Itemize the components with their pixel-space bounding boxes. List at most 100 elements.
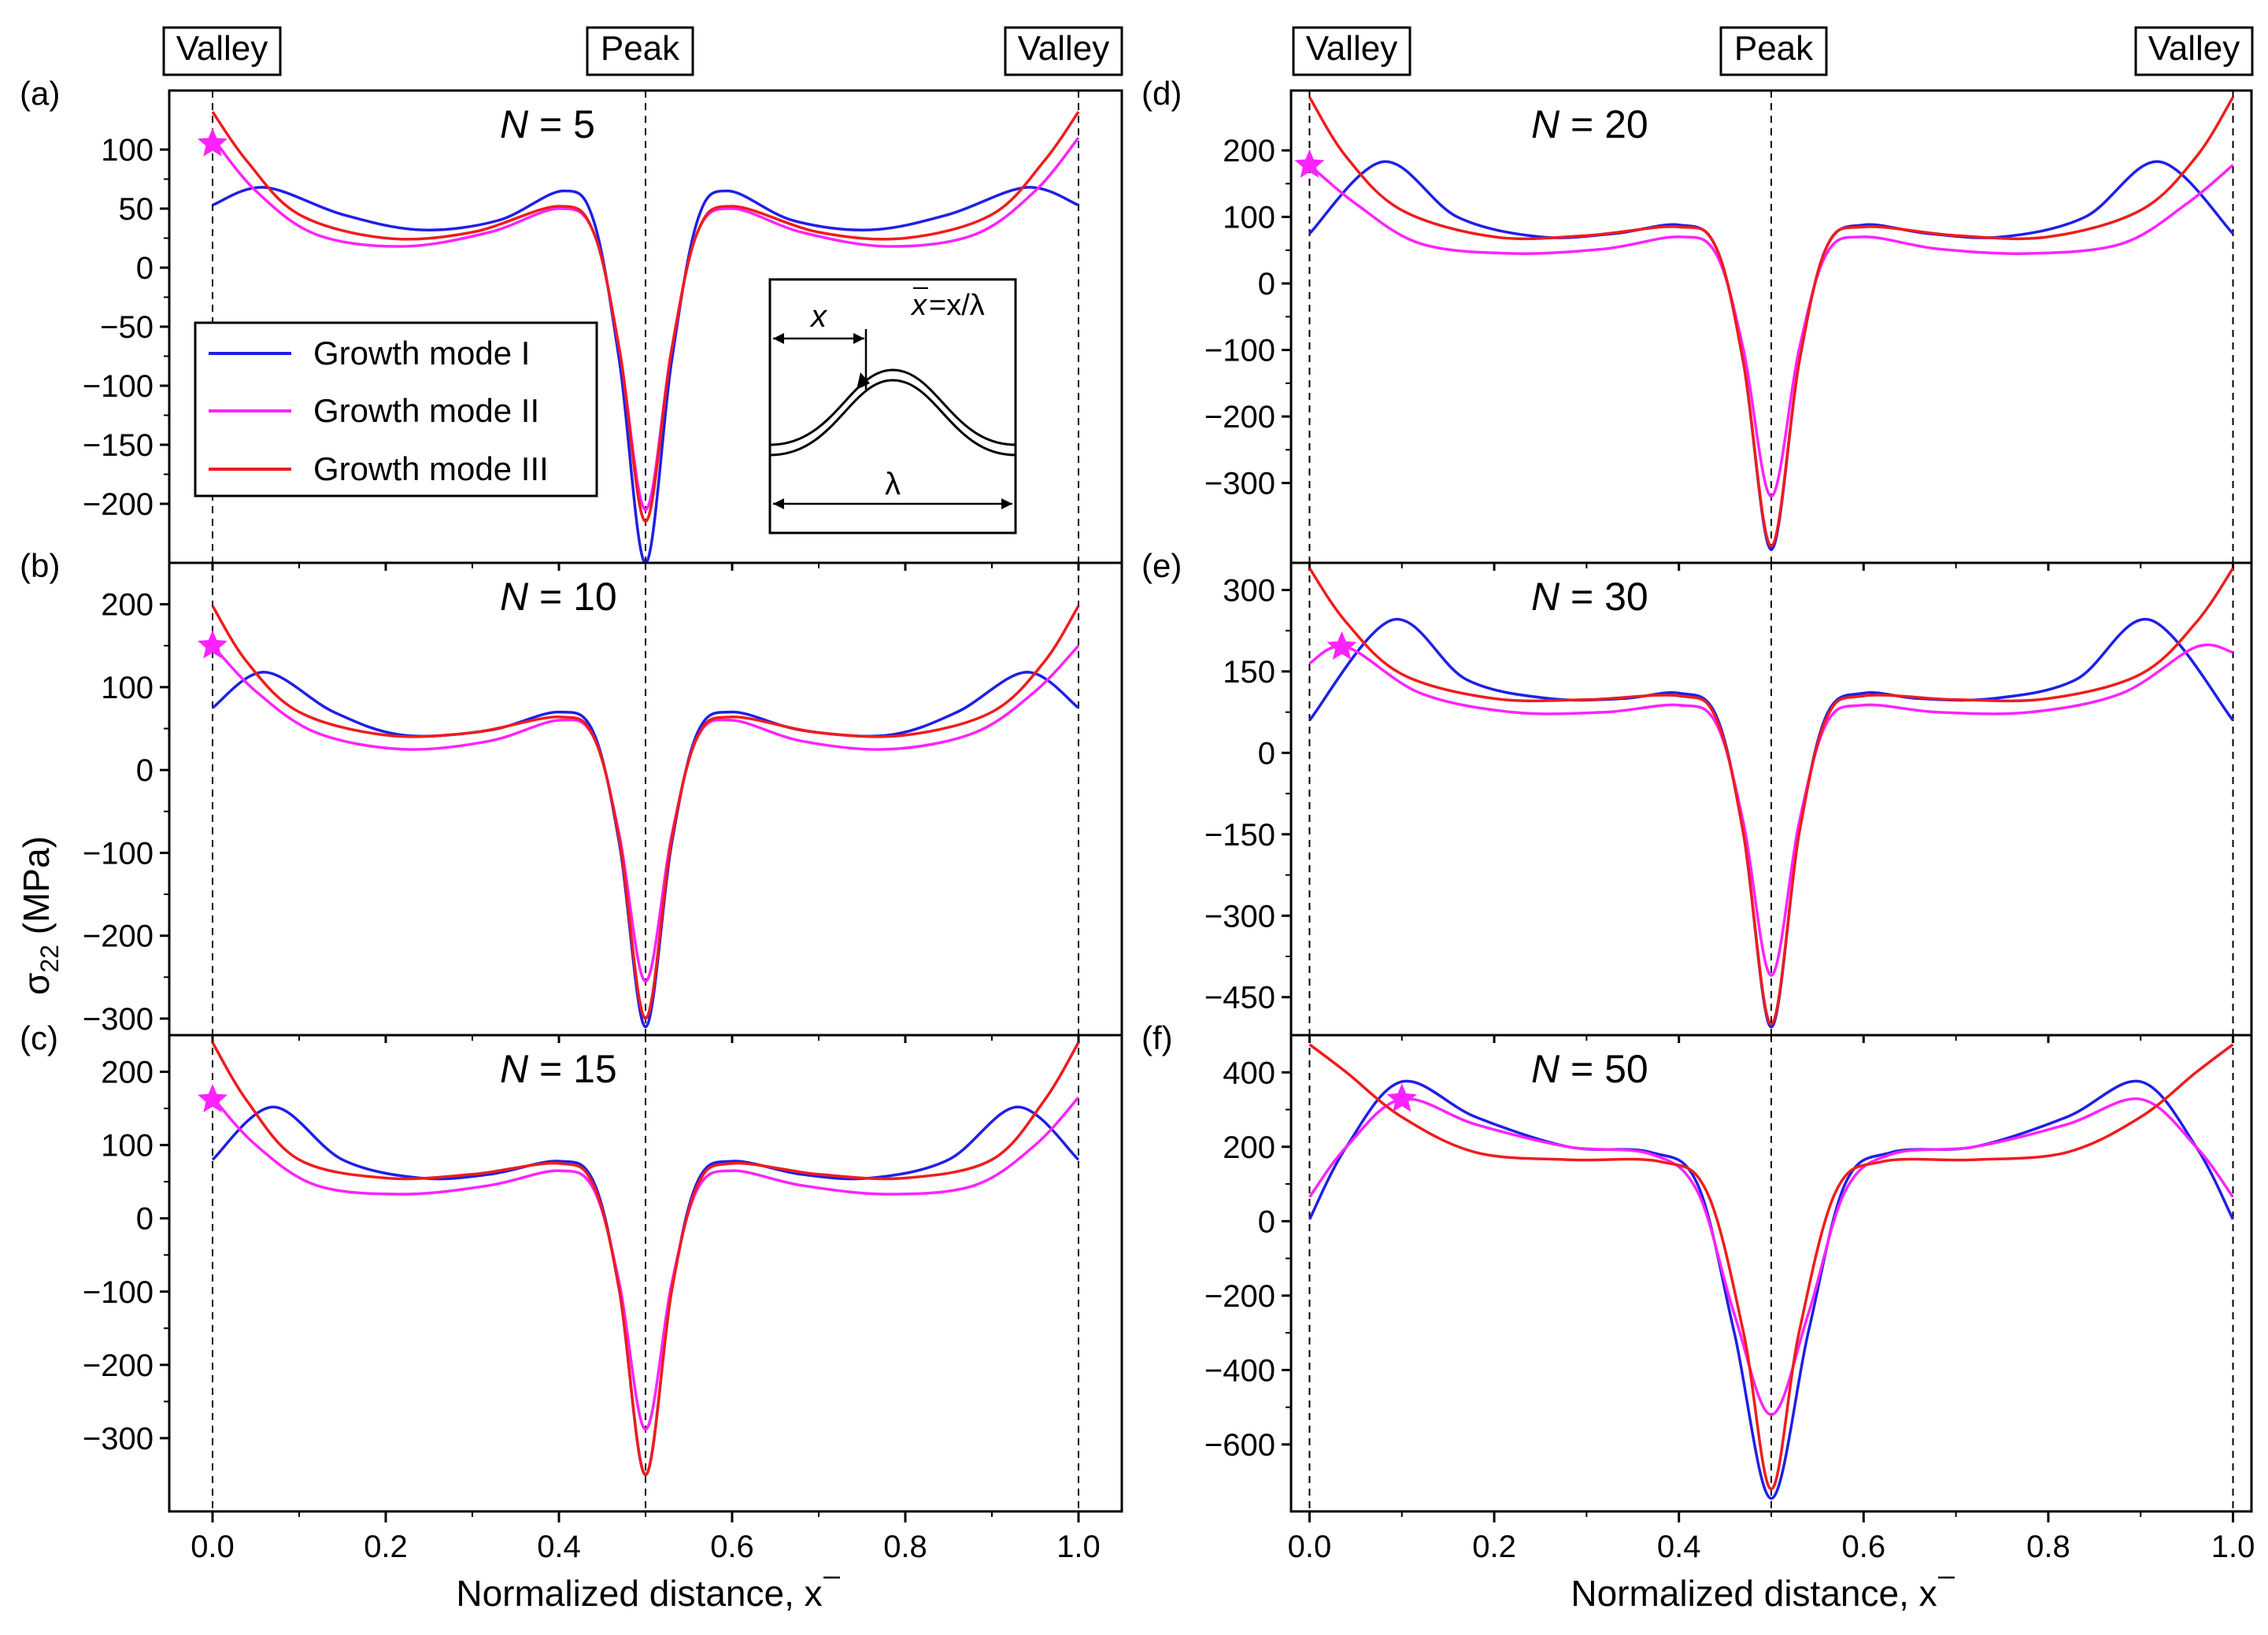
star-marker [1326,631,1357,660]
svg-text:σ22 (MPa): σ22 (MPa) [16,836,64,995]
panel-letter: (b) [20,547,60,584]
y-tick-label: −50 [100,310,154,345]
panel-title: N = 15 [500,1047,617,1091]
series-line-mode3 [211,111,1080,523]
y-tick-label: −300 [1204,467,1275,501]
star-marker [1386,1083,1417,1112]
panels: 100 50 0 −50 −100 −150 −200 (a) N = 5 200 100 0 −100… [20,75,2255,1564]
legend: Growth mode I Growth mode II Growth mode… [194,321,598,498]
series-line-mode2 [211,1096,1080,1431]
x-tick-label: 0.4 [1657,1530,1701,1564]
y-tick-label: −400 [1204,1353,1275,1388]
y-tick-label: −200 [1204,400,1275,435]
x-tick-label: 0.4 [537,1530,581,1564]
peak-label: Peak [1734,29,1814,68]
y-tick-label: −150 [83,428,154,463]
y-tick-label: 400 [1223,1056,1275,1090]
y-tick-label: −300 [83,1002,154,1037]
y-tick-label: 0 [1258,1204,1275,1239]
series-line-mode2 [211,136,1080,512]
panel-frame [1289,561,2253,1037]
valley-label: Valley [2148,29,2240,68]
y-tick-label: −300 [83,1422,154,1456]
series-line-mode3 [1308,567,2234,1026]
panel-title-rest: = 5 [528,102,595,146]
y-tick-label: 0 [136,753,154,788]
panel-title: N = 50 [1531,1047,1648,1091]
x-axis-symbol: x [805,1573,823,1614]
series-line-mode2 [1308,164,2234,498]
panel-title-italic: N [500,575,529,619]
panel-title: N = 10 [500,575,617,619]
x-tick-label: 0.2 [1472,1530,1516,1564]
valley-box-right-a [1004,26,1123,76]
star-marker [1294,149,1325,178]
legend-label-mode2: Growth mode II [313,392,539,429]
series-line-mode2 [1308,1097,2234,1416]
panel-title: N = 30 [1531,575,1648,619]
series-line-mode3 [1308,1043,2234,1491]
legend-label-mode3: Growth mode III [313,450,549,487]
y-tick-label: −100 [83,1275,154,1310]
x-tick-label: 1.0 [1056,1530,1101,1564]
inset-formula: =x/λ [929,289,985,322]
panel-c: 200 100 0 −100 −200 −300 0.0 0.2 0.4 0.6 0.8 1.0 (c)… [20,1019,1123,1564]
y-tick-label: −200 [83,919,154,954]
panel-letter: (f) [1141,1019,1173,1056]
series-line-mode1 [1308,617,2234,1029]
series-line-mode1 [1308,160,2234,551]
y-tick-label: 0 [1258,736,1275,771]
peak-box-left [586,26,694,76]
panel-letter: (c) [20,1019,58,1056]
panel-title-italic: N [500,102,529,146]
panel-d: 200 100 0 −100 −200 −300 (d) N = 20 [1141,75,2253,571]
panel-title: N = 20 [1531,102,1648,146]
star-marker [198,1083,228,1113]
valley-box-left-a [162,26,282,76]
series-line-mode1 [212,186,1079,563]
y-tick-label: 100 [101,671,154,705]
y-tick-label: 100 [101,133,154,168]
x-axis-label: Normalized distance, [1571,1573,1918,1614]
y-tick-label: 0 [1258,267,1275,301]
panel-title-rest: = 30 [1559,575,1648,619]
series-line-mode3 [1308,96,2234,548]
x-axis-symbol: x [1919,1573,1937,1614]
panel-title: N = 5 [500,102,595,146]
y-tick-label: 200 [1223,1130,1275,1165]
series-line-mode3 [211,1041,1080,1477]
y-tick-label: −200 [1204,1279,1275,1314]
x-axis-title-left: Normalized distance, x [456,1573,840,1614]
inset-x-arrowheads [773,333,864,344]
y-tick-label: −200 [83,1348,154,1383]
y-tick-label: 50 [119,192,154,227]
y-tick-label: −100 [83,369,154,404]
star-marker [198,630,228,659]
inset-x-label: x [809,299,828,334]
y-tick-label: 200 [1223,134,1275,168]
panel-letter: (a) [20,75,60,112]
panel-title-italic: N [1531,102,1560,146]
y-tick-label: 0 [136,1202,154,1237]
inset-point-arrow [857,372,870,390]
header-right: Valley Peak Valley [1292,26,2254,76]
star-marker [198,128,228,157]
valley-box-right-d [2134,26,2254,76]
panel-letter: (e) [1141,547,1182,584]
inset-lambda-label: λ [885,467,901,501]
inset-xbar-label: x [910,289,928,322]
panel-title-rest: = 15 [528,1047,617,1091]
x-tick-label: 1.0 [2211,1530,2255,1564]
x-tick-label: 0.8 [883,1530,927,1564]
series-line-mode1 [211,671,1080,1029]
panel-frame [1289,89,2253,564]
y-axis-subscript: 22 [35,945,64,973]
series-line-mode2 [1308,643,2233,977]
legend-label-mode1: Growth mode I [313,335,530,372]
series-line-mode2 [211,645,1080,983]
y-tick-label: −200 [83,487,154,522]
series-line-mode3 [211,605,1080,1020]
inset-box [768,278,1017,535]
panel-f: 400 200 0 −200 −400 −600 0.0 0.2 0.4 0.6 0.8 1.0 (f)… [1141,1019,2255,1564]
panel-title-italic: N [1531,1047,1560,1091]
